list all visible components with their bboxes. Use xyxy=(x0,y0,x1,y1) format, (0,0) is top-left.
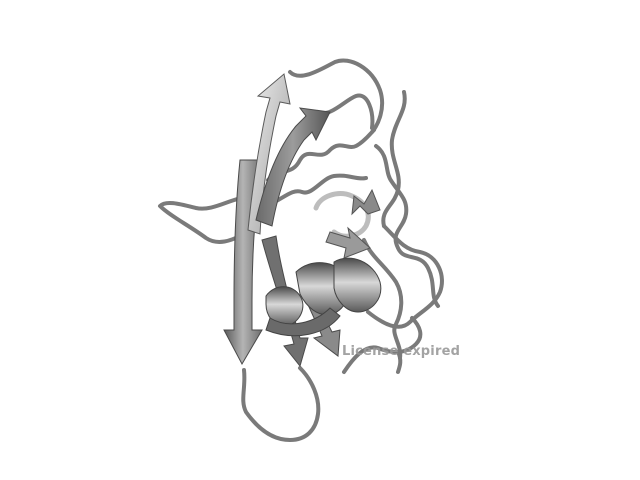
license-watermark: License expired xyxy=(342,344,461,359)
strand-6 xyxy=(325,226,371,259)
coil-loops xyxy=(158,58,444,442)
strand-7 xyxy=(351,188,381,216)
strand-3 xyxy=(255,107,331,227)
beta-strands xyxy=(223,73,381,368)
alpha-helix xyxy=(265,257,382,337)
